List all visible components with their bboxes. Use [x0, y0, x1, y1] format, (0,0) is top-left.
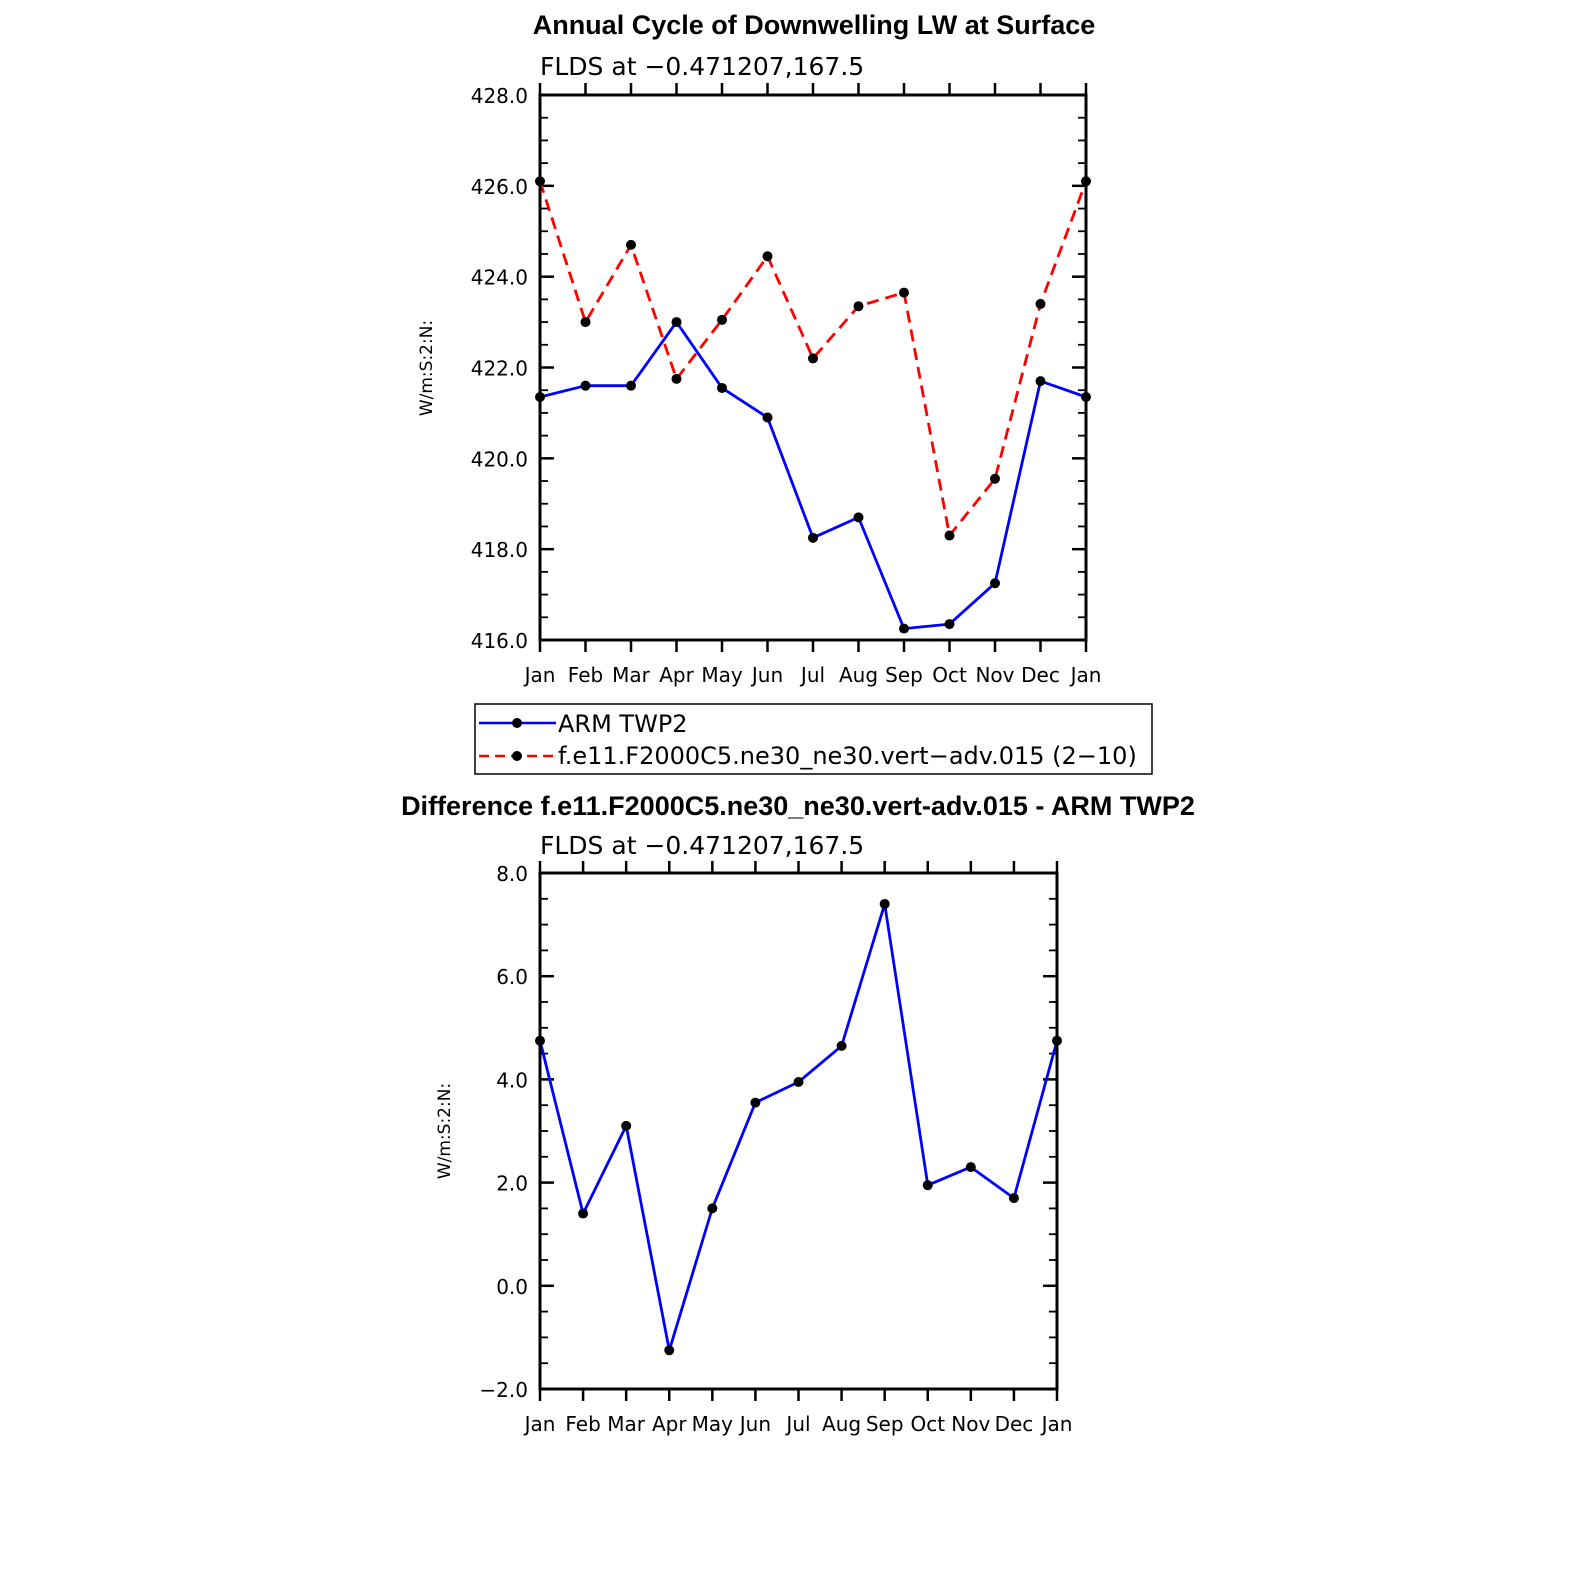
- data-point: [922, 1180, 933, 1191]
- data-point: [944, 530, 955, 541]
- panel2-subtitle: FLDS at −0.471207,167.5: [540, 831, 864, 860]
- data-point: [879, 898, 890, 909]
- panel2-axes: [538, 861, 1059, 1401]
- x-tick-label: Nov: [975, 663, 1014, 687]
- x-tick-label: Apr: [652, 1412, 687, 1436]
- data-point: [717, 314, 727, 325]
- x-tick-label: Jul: [799, 663, 825, 687]
- data-point: [626, 380, 636, 391]
- x-tick-label: Jan: [1069, 663, 1102, 687]
- y-tick-label: 8.0: [496, 862, 528, 886]
- x-tick-label: Mar: [607, 1412, 646, 1436]
- x-tick-label: Dec: [995, 1412, 1034, 1436]
- legend-label-model: f.e11.F2000C5.ne30_ne30.vert−adv.015 (2−…: [558, 742, 1137, 770]
- data-point: [750, 1097, 761, 1108]
- data-point: [762, 251, 773, 262]
- panel1-subtitle: FLDS at −0.471207,167.5: [540, 52, 864, 81]
- panel1-y-tick-labels: 416.0 418.0 420.0 422.0 424.0 426.0 428.0: [471, 84, 528, 653]
- x-tick-label: Jul: [784, 1412, 810, 1436]
- panel2-y-axis-label: W/m:S:2:N:: [435, 1083, 455, 1179]
- x-tick-label: Oct: [932, 663, 967, 687]
- panel1-x-tick-labels: Jan Feb Mar Apr May Jun Jul Aug Sep Oct Nov Dec Jan: [523, 663, 1102, 687]
- data-point: [853, 301, 864, 312]
- data-point: [580, 380, 591, 391]
- y-tick-label: 2.0: [496, 1172, 528, 1196]
- y-tick-label: 428.0: [471, 84, 528, 108]
- x-tick-label: Jan: [523, 1412, 556, 1436]
- data-point: [578, 1208, 589, 1219]
- x-tick-label: Aug: [839, 663, 878, 687]
- difference-panel: Difference f.e11.F2000C5.ne30_ne30.vert-…: [401, 791, 1195, 1436]
- x-tick-label: Mar: [612, 663, 651, 687]
- y-tick-label: 424.0: [471, 266, 528, 290]
- data-point: [853, 512, 864, 523]
- data-point: [671, 373, 682, 384]
- legend-entry-arm: ARM TWP2: [479, 710, 688, 738]
- panel2-plot-frame: [538, 871, 1059, 1391]
- y-tick-label: 420.0: [471, 447, 528, 471]
- panel1-series: [535, 176, 1091, 634]
- data-point: [707, 1203, 718, 1214]
- data-point: [1035, 376, 1046, 387]
- annual-cycle-panel: Annual Cycle of Downwelling LW at Surfac…: [417, 10, 1101, 687]
- legend: ARM TWP2 f.e11.F2000C5.ne30_ne30.vert−ad…: [474, 703, 1153, 775]
- x-tick-label: Dec: [1021, 663, 1060, 687]
- data-point: [808, 353, 818, 364]
- data-point: [1035, 298, 1046, 309]
- panel2-series: [535, 898, 1062, 1356]
- y-tick-label: 416.0: [471, 629, 528, 653]
- y-tick-label: 422.0: [471, 357, 528, 381]
- x-tick-label: Oct: [910, 1412, 945, 1436]
- legend-marker-arm: [512, 718, 522, 728]
- data-point: [626, 239, 636, 250]
- y-tick-label: 0.0: [496, 1275, 528, 1299]
- legend-entry-model: f.e11.F2000C5.ne30_ne30.vert−adv.015 (2−…: [479, 742, 1137, 770]
- data-point: [944, 619, 955, 630]
- x-tick-label: Jan: [523, 663, 556, 687]
- x-tick-label: Jan: [1040, 1412, 1073, 1436]
- data-point: [762, 412, 773, 423]
- panel1-plot-frame: [538, 93, 1088, 642]
- legend-box: [474, 703, 1153, 775]
- data-point: [965, 1162, 976, 1173]
- data-point: [899, 287, 909, 298]
- legend-label-arm: ARM TWP2: [558, 710, 688, 738]
- data-point: [717, 382, 727, 393]
- data-point: [621, 1120, 632, 1131]
- y-tick-label: 6.0: [496, 965, 528, 989]
- panel2-title: Difference f.e11.F2000C5.ne30_ne30.vert-…: [401, 791, 1195, 821]
- x-tick-label: Jun: [750, 663, 783, 687]
- data-point: [990, 473, 1000, 484]
- x-tick-label: Sep: [866, 1412, 904, 1436]
- data-point: [580, 317, 591, 328]
- y-tick-label: 418.0: [471, 538, 528, 562]
- x-tick-label: May: [692, 1412, 734, 1436]
- data-point: [836, 1040, 847, 1051]
- data-point: [664, 1345, 675, 1356]
- y-tick-label: 426.0: [471, 175, 528, 199]
- data-point: [793, 1076, 804, 1087]
- data-point: [1008, 1193, 1019, 1204]
- panel1-y-axis-label: W/m:S:2:N:: [417, 320, 437, 416]
- data-point: [990, 578, 1000, 589]
- x-tick-label: Apr: [659, 663, 694, 687]
- x-tick-label: Jun: [738, 1412, 771, 1436]
- panel2-y-tick-labels: −2.0 0.0 2.0 4.0 6.0 8.0: [479, 862, 528, 1402]
- legend-marker-model: [512, 751, 522, 761]
- x-tick-label: Feb: [565, 1412, 600, 1436]
- x-tick-label: Nov: [951, 1412, 990, 1436]
- panel2-x-tick-labels: Jan Feb Mar Apr May Jun Jul Aug Sep Oct Nov Dec Jan: [523, 1412, 1073, 1436]
- data-point: [808, 532, 818, 543]
- x-tick-label: Sep: [885, 663, 923, 687]
- x-tick-label: Feb: [568, 663, 603, 687]
- y-tick-label: 4.0: [496, 1068, 528, 1092]
- data-point: [671, 317, 682, 328]
- x-tick-label: May: [701, 663, 743, 687]
- panel1-title: Annual Cycle of Downwelling LW at Surfac…: [533, 10, 1096, 40]
- y-tick-label: −2.0: [479, 1378, 528, 1402]
- data-point: [899, 623, 909, 634]
- x-tick-label: Aug: [822, 1412, 861, 1436]
